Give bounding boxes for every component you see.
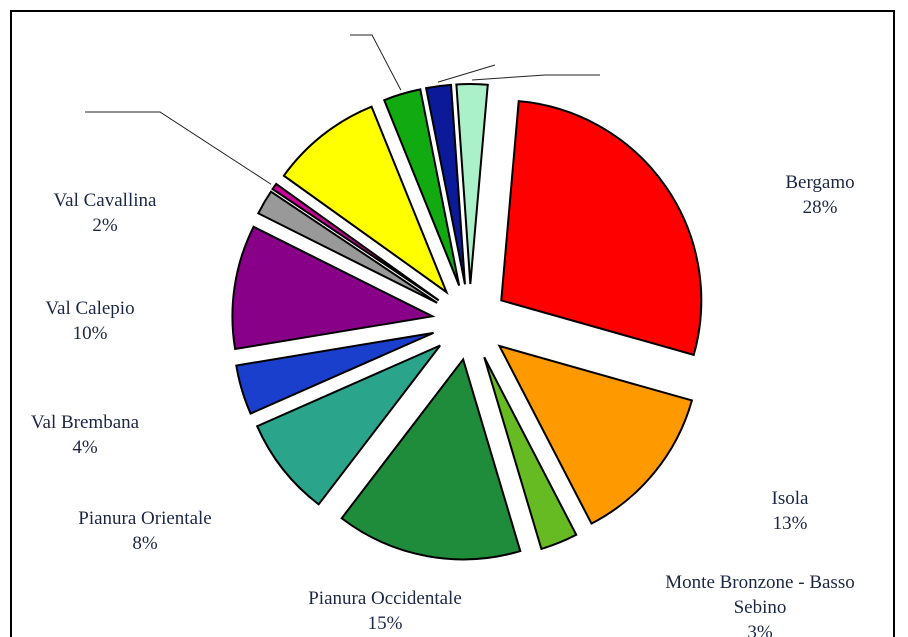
slice-value-label: 8%: [132, 533, 158, 554]
leader-line: [350, 34, 402, 91]
pie-slice: [271, 182, 440, 302]
slice-label: Isola: [771, 488, 809, 509]
frame: [10, 10, 895, 637]
pie-slice: [255, 344, 441, 506]
slice-label: Val Calepio: [45, 298, 135, 319]
slice-value-label: 13%: [772, 513, 808, 534]
pie-slice: [235, 331, 434, 415]
pie-slice: [340, 357, 522, 561]
slice-label: Val Brembana: [30, 412, 140, 433]
slice-label: Pianura Occidentale: [308, 588, 462, 609]
pie-slice: [497, 344, 694, 525]
pie-slice: [500, 100, 703, 357]
slice-value-label: 3%: [747, 622, 773, 637]
pie-slice: [483, 356, 578, 551]
pie-slice: [282, 105, 449, 295]
slice-value-label: 4%: [72, 437, 98, 458]
pie-slice: [455, 83, 489, 285]
slice-value-label: 28%: [802, 197, 838, 218]
slice-label: Monte Bronzone - Basso Sebino: [665, 572, 855, 618]
slice-label: Val Cavallina: [53, 190, 157, 211]
pie-slice: [382, 88, 461, 286]
slice-label: Bergamo: [785, 172, 855, 193]
pie-slice: [424, 83, 466, 285]
leader-line: [85, 111, 272, 185]
slice-value-label: 15%: [367, 613, 403, 634]
slice-value-label: 2%: [92, 215, 118, 236]
slice-label: Pianura Orientale: [78, 508, 212, 529]
leader-line: [472, 74, 600, 81]
slice-value-label: 10%: [72, 323, 108, 344]
pie-slice: [231, 225, 436, 351]
pie-slice: [256, 190, 438, 304]
leader-line: [437, 64, 496, 83]
